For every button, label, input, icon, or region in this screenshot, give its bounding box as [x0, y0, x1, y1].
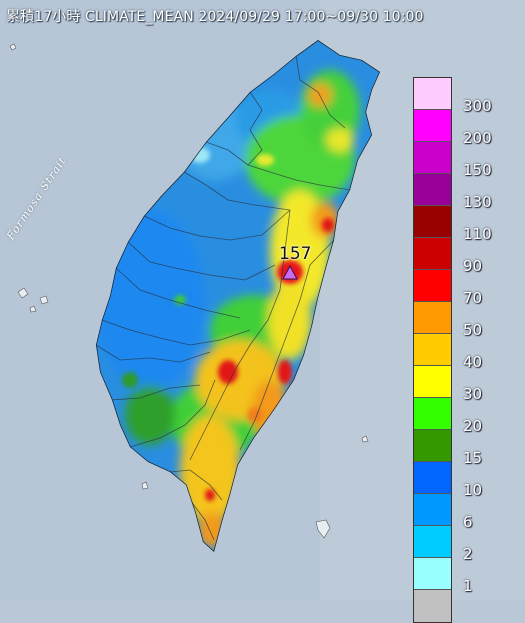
legend-swatch [414, 174, 451, 206]
legend-swatch [414, 590, 451, 622]
county-boundaries [96, 55, 351, 541]
legend-swatch [414, 238, 451, 270]
legend-swatch [414, 206, 451, 238]
legend-swatch [414, 462, 451, 494]
legend-swatch [414, 302, 451, 334]
rainfall-legend [413, 77, 452, 623]
legend-label: 6 [463, 513, 473, 531]
legend-label: 1 [463, 577, 473, 595]
legend-swatch [414, 78, 451, 110]
legend-label: 10 [463, 481, 483, 499]
legend-swatch [414, 334, 451, 366]
legend-swatch [414, 366, 451, 398]
legend-swatch [414, 142, 451, 174]
legend-swatch [414, 526, 451, 558]
legend-label: 150 [463, 161, 492, 179]
legend-label: 2 [463, 545, 473, 563]
legend-label: 110 [463, 225, 492, 243]
legend-label: 20 [463, 417, 483, 435]
legend-label: 50 [463, 321, 483, 339]
max-rainfall-value: 157 [279, 244, 312, 264]
legend-swatch [414, 270, 451, 302]
rainfall-legend-labels: 300 200 150 130 110 90 70 50 40 30 20 15 10 6 2 1 [463, 77, 523, 595]
legend-label: 40 [463, 353, 483, 371]
map-title: 累積17小時 CLIMATE_MEAN 2024/09/29 17:00~09/… [6, 9, 424, 25]
legend-label: 90 [463, 257, 483, 275]
legend-label: 300 [463, 97, 492, 115]
legend-label: 70 [463, 289, 483, 307]
legend-label: 15 [463, 449, 483, 467]
max-rainfall-marker-icon [282, 264, 298, 280]
offshore-islands [9, 43, 369, 539]
legend-label: 200 [463, 129, 492, 147]
legend-swatch [414, 430, 451, 462]
legend-label: 30 [463, 385, 483, 403]
legend-swatch [414, 110, 451, 142]
legend-swatch [414, 494, 451, 526]
legend-label: 130 [463, 193, 492, 211]
legend-swatch [414, 558, 451, 590]
legend-swatch [414, 398, 451, 430]
